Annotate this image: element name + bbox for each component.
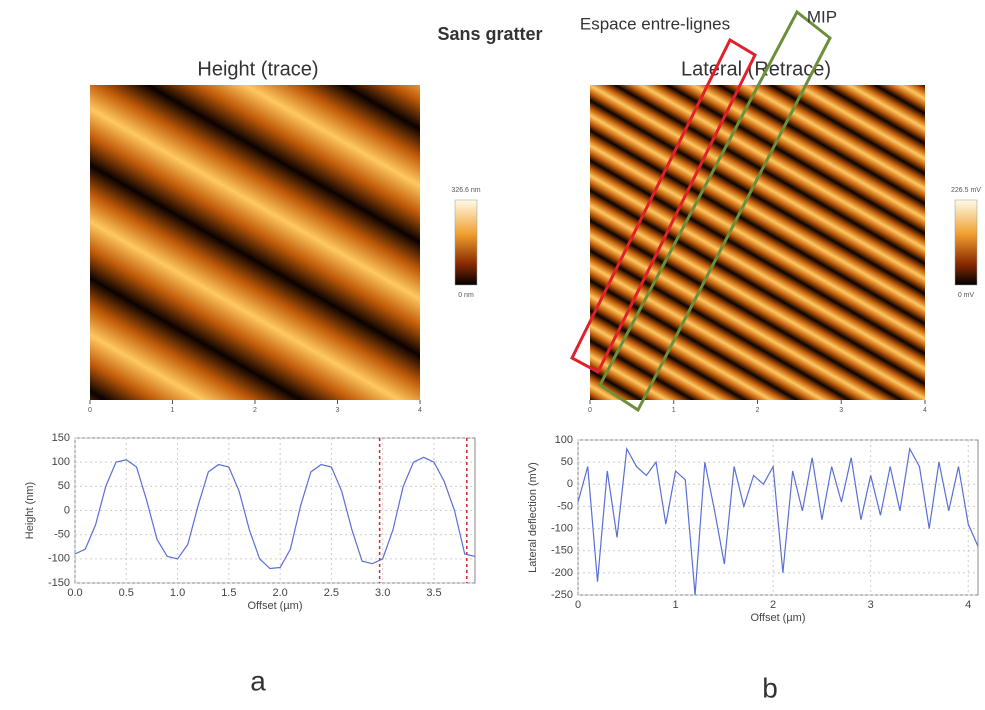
afm-image bbox=[90, 85, 420, 400]
x-tick-label: 0.5 bbox=[119, 587, 134, 599]
x-tick-label: 3 bbox=[868, 599, 874, 611]
x-tick-label: 2.0 bbox=[272, 587, 287, 599]
x-tick-label: 1 bbox=[672, 599, 678, 611]
y-tick-label: 0 bbox=[567, 478, 573, 490]
annotation: Espace entre-lignes bbox=[580, 14, 730, 33]
y-tick-label: -150 bbox=[48, 577, 70, 589]
x-tick-label: 2 bbox=[770, 599, 776, 611]
annotation: MIP bbox=[807, 7, 837, 26]
y-tick-label: -50 bbox=[557, 500, 573, 512]
colorbar-min: 0 mV bbox=[958, 292, 975, 299]
image-tick-label: 3 bbox=[336, 407, 340, 414]
x-tick-label: 3.0 bbox=[375, 587, 390, 599]
colorbar bbox=[954, 199, 978, 286]
image-tick-label: 4 bbox=[923, 407, 927, 414]
x-tick-label: 3.5 bbox=[426, 587, 441, 599]
x-tick-label: 0.0 bbox=[67, 587, 82, 599]
highlight-box bbox=[598, 9, 832, 413]
y-tick-label: -150 bbox=[551, 545, 573, 557]
y-tick-label: -100 bbox=[551, 522, 573, 534]
x-tick-label: 4 bbox=[965, 599, 971, 611]
highlight-box bbox=[570, 37, 757, 375]
data-line bbox=[577, 446, 979, 596]
y-tick-label: -50 bbox=[54, 529, 70, 541]
x-tick-label: 0 bbox=[575, 599, 581, 611]
colorbar-min: 0 nm bbox=[458, 292, 474, 299]
y-tick-label: 100 bbox=[555, 434, 573, 446]
image-tick-label: 2 bbox=[756, 407, 760, 414]
image-tick-label: 1 bbox=[672, 407, 676, 414]
x-tick-label: 2.5 bbox=[324, 587, 339, 599]
y-axis-label: Lateral deflection (mV) bbox=[527, 462, 539, 573]
figure-title: Sans gratter bbox=[437, 24, 542, 44]
y-tick-label: -250 bbox=[551, 589, 573, 601]
image-tick-label: 2 bbox=[253, 407, 257, 414]
colorbar-max: 326.6 nm bbox=[451, 187, 480, 194]
x-axis-label: Offset (µm) bbox=[750, 612, 805, 624]
y-tick-label: -100 bbox=[48, 553, 70, 565]
colorbar bbox=[454, 199, 478, 286]
y-tick-label: 50 bbox=[58, 480, 70, 492]
y-tick-label: 50 bbox=[561, 456, 573, 468]
image-tick-label: 4 bbox=[418, 407, 422, 414]
data-line bbox=[74, 456, 476, 570]
panel-label: a bbox=[250, 665, 266, 696]
y-tick-label: 150 bbox=[52, 432, 70, 444]
image-tick-label: 0 bbox=[588, 407, 592, 414]
afm-image bbox=[590, 85, 925, 400]
y-axis-label: Height (nm) bbox=[24, 482, 36, 539]
panel-label: b bbox=[762, 672, 778, 703]
y-tick-label: 100 bbox=[52, 456, 70, 468]
y-tick-label: -200 bbox=[551, 567, 573, 579]
x-tick-label: 1.0 bbox=[170, 587, 185, 599]
x-axis-label: Offset (µm) bbox=[247, 600, 302, 612]
colorbar-max: 226.5 mV bbox=[951, 187, 981, 194]
image-title: Height (trace) bbox=[197, 58, 318, 80]
image-tick-label: 3 bbox=[839, 407, 843, 414]
image-tick-label: 0 bbox=[88, 407, 92, 414]
image-tick-label: 1 bbox=[171, 407, 175, 414]
x-tick-label: 1.5 bbox=[221, 587, 236, 599]
y-tick-label: 0 bbox=[64, 504, 70, 516]
